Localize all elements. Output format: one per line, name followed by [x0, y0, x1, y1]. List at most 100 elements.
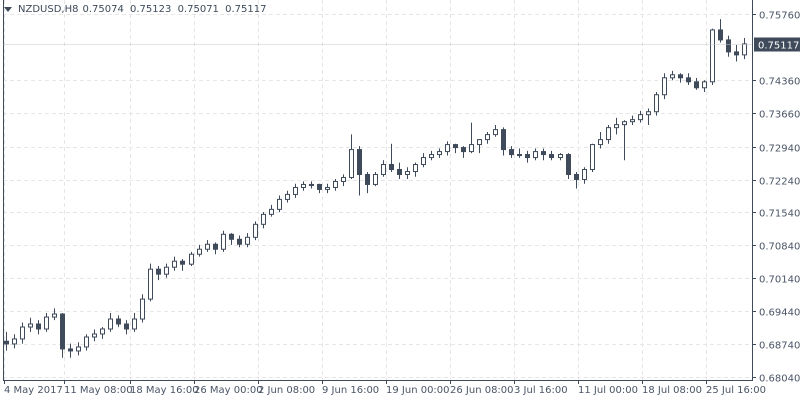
candle-bullish: [421, 157, 426, 166]
candle-bullish: [20, 326, 25, 340]
candle-bearish: [734, 51, 739, 56]
candle-bearish: [678, 74, 683, 79]
candle-bullish: [44, 316, 49, 330]
x-tick-label: 9 Jun 16:00: [322, 385, 379, 396]
candle-bearish: [116, 318, 121, 325]
y-tick-label: 0.72240: [759, 177, 800, 188]
y-tick-label: 0.70140: [759, 275, 800, 286]
y-tick-label: 0.73660: [759, 110, 800, 121]
x-tick-label: 2 Jun 08:00: [258, 385, 315, 396]
candle-bullish: [437, 151, 442, 156]
chart-header: NZDUSD,H8 0.75074 0.75123 0.75071 0.7511…: [4, 4, 269, 15]
candle-bearish: [237, 238, 242, 245]
candle-bullish: [293, 186, 298, 195]
candle-bullish: [606, 127, 611, 141]
y-tick-label: 0.72940: [759, 144, 800, 155]
candle-bullish: [646, 111, 651, 116]
x-tick-label: 25 Jul 16:00: [706, 385, 766, 396]
candle-bullish: [52, 313, 57, 318]
x-tick-label: 19 Jun 00:00: [386, 385, 450, 396]
x-tick-label: 26 May 00:00: [194, 385, 263, 396]
y-tick-label: 0.68740: [759, 341, 800, 352]
candle-bullish: [710, 29, 715, 83]
candle-bullish: [533, 151, 538, 159]
ohlc-values: 0.75074 0.75123 0.75071 0.75117: [82, 4, 269, 15]
close-value: 0.75117: [225, 4, 267, 15]
y-tick-label: 0.71540: [759, 209, 800, 220]
candle-bearish: [4, 340, 9, 345]
candle-bearish: [389, 164, 394, 170]
candle-bullish: [622, 121, 627, 126]
candle-bearish: [726, 39, 731, 53]
candle-bullish: [301, 183, 306, 188]
candle-bullish: [92, 333, 97, 338]
candle-bearish: [686, 77, 691, 83]
high-value: 0.75123: [130, 4, 172, 15]
x-tick-label: 11 May 08:00: [64, 385, 133, 396]
candle-bullish: [140, 298, 145, 320]
candle-bullish: [325, 186, 330, 190]
candle-bearish: [549, 154, 554, 159]
candle-bullish: [638, 114, 643, 121]
candle-bearish: [357, 149, 362, 175]
y-tick-label: 0.70840: [759, 242, 800, 253]
candle-bearish: [124, 323, 129, 330]
candle-bullish: [277, 198, 282, 210]
candle-bullish: [493, 129, 498, 136]
candle-bearish: [156, 268, 161, 275]
candle-bullish: [582, 168, 587, 180]
candle-bullish: [373, 173, 378, 185]
candle-bearish: [180, 260, 185, 265]
x-tick-label: 3 Jul 16:00: [514, 385, 568, 396]
candle-bullish: [12, 338, 17, 345]
candle-bearish: [317, 183, 322, 190]
candle-bullish: [197, 248, 202, 255]
candle-bullish: [558, 154, 563, 159]
candle-bullish: [76, 346, 81, 352]
candle-bearish: [36, 323, 41, 330]
candle-bearish: [574, 173, 579, 180]
candle-bullish: [148, 268, 153, 300]
candle-bullish: [28, 323, 33, 328]
candle-bullish: [485, 134, 490, 141]
candle-bullish: [172, 260, 177, 268]
candle-bearish: [525, 154, 530, 159]
candle-bearish: [694, 81, 699, 89]
open-value: 0.75074: [82, 4, 124, 15]
candle-bullish: [253, 223, 258, 238]
candle-bullish: [285, 193, 290, 200]
candle-bullish: [614, 124, 619, 129]
candle-bullish: [429, 154, 434, 159]
x-tick-label: 26 Jun 08:00: [450, 385, 514, 396]
candle-bearish: [229, 233, 234, 240]
dropdown-triangle-icon[interactable]: [4, 7, 12, 12]
y-tick-label: 0.68040: [759, 374, 800, 385]
candle-bearish: [501, 129, 506, 151]
candle-bullish: [269, 208, 274, 215]
candle-bullish: [670, 74, 675, 79]
candle-bearish: [453, 144, 458, 149]
candle-bullish: [413, 164, 418, 173]
candle-bullish: [100, 328, 105, 335]
candle-bearish: [509, 149, 514, 156]
candle-bullish: [517, 154, 522, 157]
low-value: 0.75071: [177, 4, 219, 15]
candle-bearish: [213, 243, 218, 250]
symbol-label: NZDUSD,H8: [18, 4, 79, 15]
candle-bearish: [566, 154, 571, 175]
candle-bullish: [445, 144, 450, 153]
candle-bullish: [341, 176, 346, 182]
candle-bullish: [598, 139, 603, 146]
candle-bearish: [718, 29, 723, 41]
candle-bullish: [205, 243, 210, 250]
candle-bullish: [381, 164, 386, 175]
candle-bullish: [189, 253, 194, 265]
candle-bullish: [333, 180, 338, 188]
candle-bearish: [365, 173, 370, 185]
candle-bullish: [630, 119, 635, 123]
candle-bullish: [261, 213, 266, 225]
candle-bullish: [245, 236, 250, 245]
candle-bullish: [477, 139, 482, 146]
